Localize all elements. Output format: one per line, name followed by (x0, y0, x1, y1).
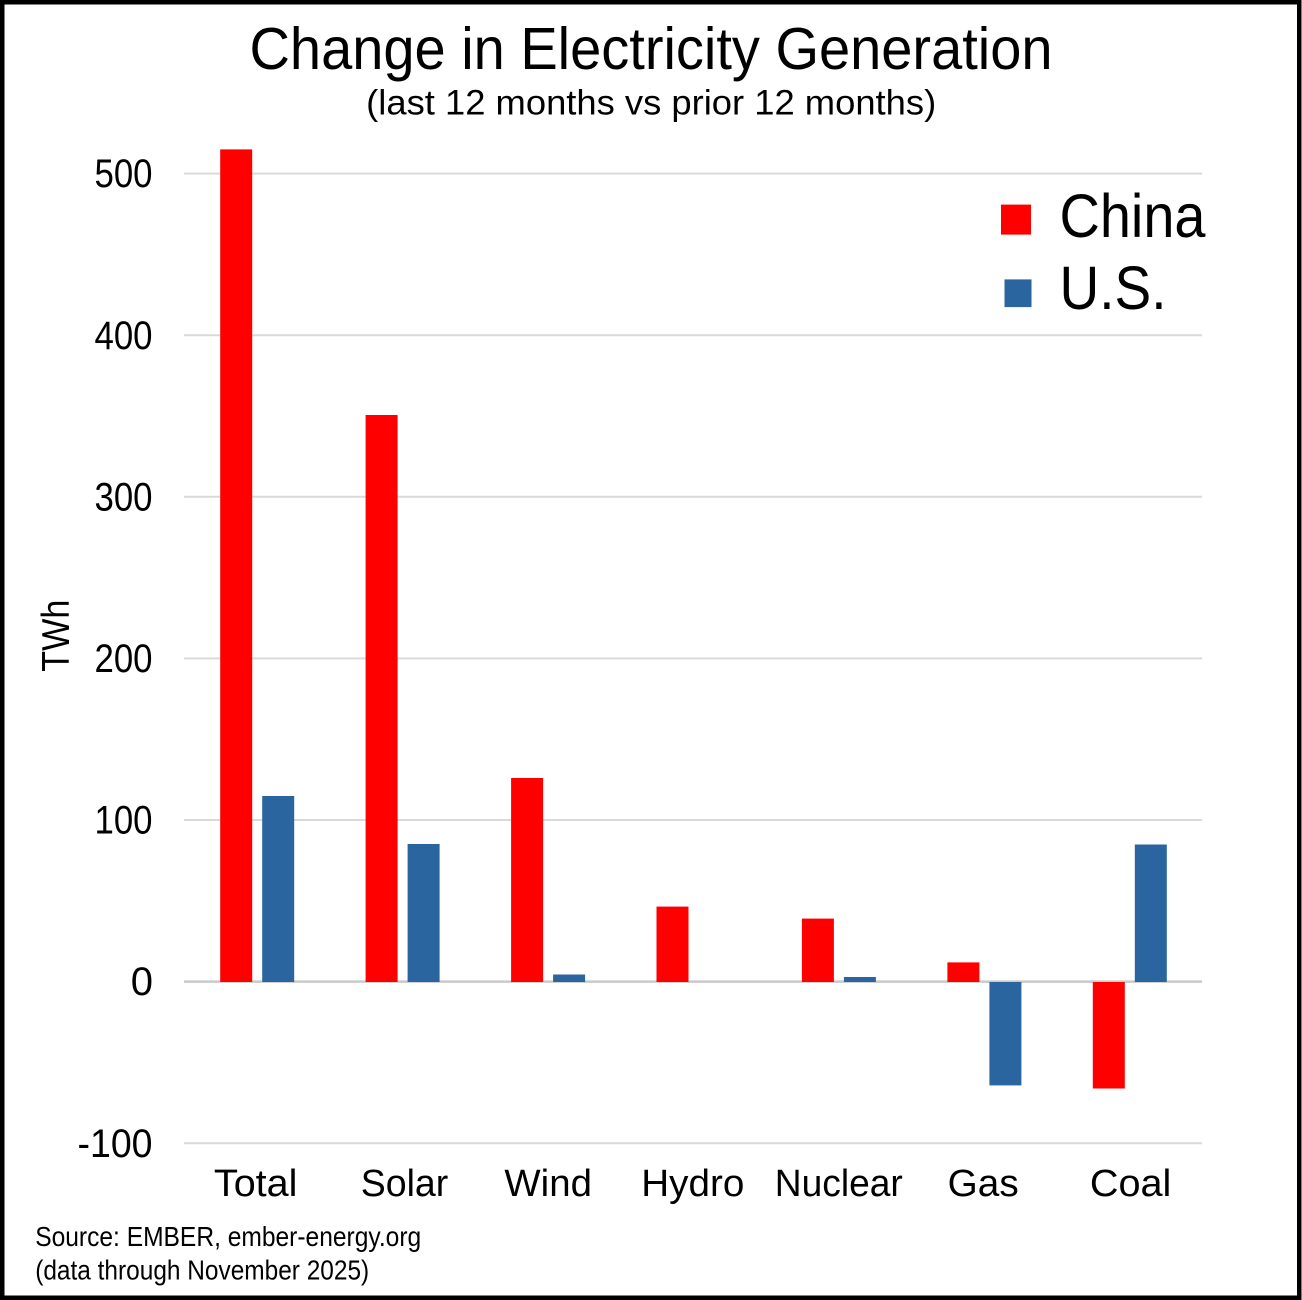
svg-text:Total: Total (214, 1163, 298, 1205)
svg-text:Nuclear: Nuclear (775, 1163, 903, 1205)
svg-text:0: 0 (131, 960, 153, 1004)
svg-text:Coal: Coal (1090, 1163, 1172, 1205)
svg-text:Wind: Wind (504, 1163, 592, 1205)
svg-text:200: 200 (95, 637, 153, 681)
svg-text:100: 100 (95, 799, 153, 843)
svg-text:Hydro: Hydro (641, 1163, 744, 1205)
svg-text:(data through November 2025): (data through November 2025) (35, 1255, 369, 1286)
svg-text:China: China (1060, 182, 1206, 250)
svg-text:TWh: TWh (35, 600, 78, 672)
svg-text:(last 12 months vs prior 12 mo: (last 12 months vs prior 12 months) (366, 83, 936, 123)
svg-text:500: 500 (95, 152, 153, 196)
svg-text:300: 300 (95, 475, 153, 519)
svg-text:-100: -100 (78, 1122, 153, 1166)
svg-text:Solar: Solar (361, 1163, 449, 1205)
svg-text:Change in Electricity Generati: Change in Electricity Generation (250, 16, 1053, 82)
svg-text:Gas: Gas (948, 1163, 1019, 1205)
svg-text:Source: EMBER, ember-energy.or: Source: EMBER, ember-energy.org (35, 1221, 421, 1252)
svg-text:U.S.: U.S. (1060, 254, 1167, 322)
svg-text:400: 400 (95, 314, 153, 358)
